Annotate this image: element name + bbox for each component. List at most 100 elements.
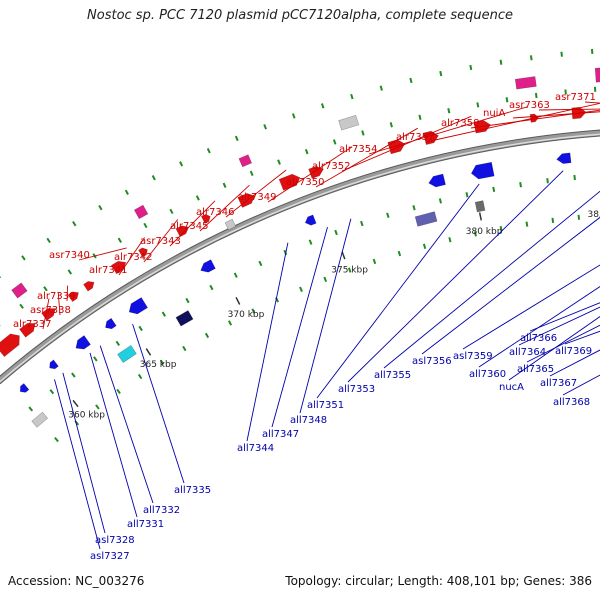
gene-label-asr7343: asr7343 — [140, 236, 181, 247]
gene-label-alr7346: alr7346 — [196, 207, 234, 218]
track-tick — [43, 286, 48, 292]
accession-text: Accession: NC_003276 — [8, 574, 145, 588]
forward-leader-line — [368, 106, 528, 155]
reverse-arrow — [556, 152, 572, 164]
forward-leader-line — [584, 101, 600, 104]
track-tick — [360, 220, 364, 227]
reverse-box-shape — [414, 211, 438, 227]
track-tick — [418, 114, 422, 121]
forward-leader-line — [225, 169, 287, 218]
reverse-leader-line — [299, 218, 352, 414]
track-tick — [546, 178, 549, 184]
track-tick — [195, 195, 200, 201]
track-tick — [291, 113, 296, 119]
forward-leader-line — [143, 219, 179, 263]
track-tick — [469, 64, 473, 71]
track-tick — [386, 212, 390, 218]
forward-box — [238, 154, 253, 168]
reverse-box — [175, 310, 194, 327]
track-tick — [372, 258, 377, 265]
track-tick — [117, 237, 122, 243]
forward-arrow — [175, 225, 190, 238]
reverse-leader-line — [54, 379, 101, 550]
reverse-arrow — [200, 259, 216, 273]
track-tick — [560, 51, 563, 57]
track-tick — [138, 325, 143, 332]
reverse-arrow-shape — [19, 383, 30, 393]
track-tick — [95, 404, 100, 410]
reverse-leader-line — [132, 323, 185, 484]
forward-leader-line — [512, 111, 600, 119]
reverse-arrow-shape — [556, 152, 572, 164]
forward-leader-line — [199, 184, 250, 232]
gene-label-all7365: all7365 — [517, 364, 554, 375]
gene-label-all7360: all7360 — [469, 369, 506, 380]
forward-box-shape — [238, 154, 253, 168]
reverse-leader-line — [518, 306, 600, 346]
reverse-box-shape — [474, 200, 486, 213]
track-tick — [124, 189, 129, 196]
track-tick — [159, 359, 165, 365]
kbp-tick — [235, 297, 241, 305]
track-tick — [438, 198, 442, 204]
gene-label-all7364: all7364 — [509, 347, 546, 358]
reverse-leader-line — [478, 286, 600, 368]
track-tick — [234, 135, 239, 142]
kbp-label: 360 kbp — [68, 411, 105, 421]
track-tick — [46, 237, 51, 244]
gene-label-asr7338: asr7338 — [30, 305, 71, 316]
kbp-label: 370 kbp — [228, 310, 265, 320]
track-tick — [209, 284, 214, 291]
forward-arrow — [308, 166, 324, 179]
track-tick — [227, 320, 233, 326]
reverse-leader-line — [246, 242, 289, 442]
forward-leader-line — [66, 285, 69, 302]
gene-label-alr7350: alr7350 — [286, 177, 324, 188]
forward-arrow — [138, 247, 148, 258]
reverse-box — [117, 344, 137, 364]
forward-leader-line — [315, 127, 419, 188]
track-tick — [54, 436, 59, 443]
track-tick — [412, 205, 416, 211]
track-tick — [304, 148, 309, 155]
tick-marks — [0, 48, 597, 443]
reverse-leader-line — [529, 302, 600, 332]
gene-label-all7367: all7367 — [540, 378, 577, 389]
gene-label-alr7357: alr7357 — [396, 132, 434, 143]
track-tick — [473, 231, 477, 237]
reverse-leader-line — [89, 352, 138, 518]
track-tick — [115, 340, 121, 346]
kbp-tick — [145, 348, 152, 356]
gene-label-asr7340: asr7340 — [49, 250, 90, 261]
track-tick — [476, 102, 480, 108]
track-tick — [573, 174, 576, 181]
track-tick — [263, 124, 267, 130]
forward-arrow — [200, 214, 211, 224]
forward-arrow-shape — [0, 333, 20, 358]
reverse-leader-line — [562, 374, 600, 396]
track-tick — [204, 332, 210, 339]
track-tick — [49, 389, 55, 395]
kbp-tick — [478, 212, 483, 221]
forward-inner-box-shape — [224, 218, 237, 231]
gene-label-all7351: all7351 — [307, 400, 344, 411]
track-tick — [67, 269, 73, 275]
track-tick — [529, 55, 533, 61]
track-tick — [499, 226, 503, 232]
forward-arrow — [278, 173, 301, 191]
track-tick — [179, 161, 184, 167]
gene-label-alr7352: alr7352 — [312, 161, 350, 172]
forward-arrow — [67, 291, 79, 303]
gene-label-all7353: all7353 — [338, 384, 375, 395]
track-tick — [258, 260, 263, 267]
reverse-leader-line — [526, 324, 600, 363]
forward-arrow — [19, 322, 36, 338]
track-tick — [169, 208, 174, 215]
kbp-label: 365 kbp — [140, 360, 177, 370]
gene-label-asl7327: asl7327 — [90, 551, 130, 562]
forward-arrow — [83, 281, 95, 292]
reverse-arrow-shape — [105, 317, 117, 330]
track-tick — [206, 148, 211, 154]
forward-box — [514, 76, 537, 90]
gene-label-all7369: all7369 — [555, 346, 592, 357]
